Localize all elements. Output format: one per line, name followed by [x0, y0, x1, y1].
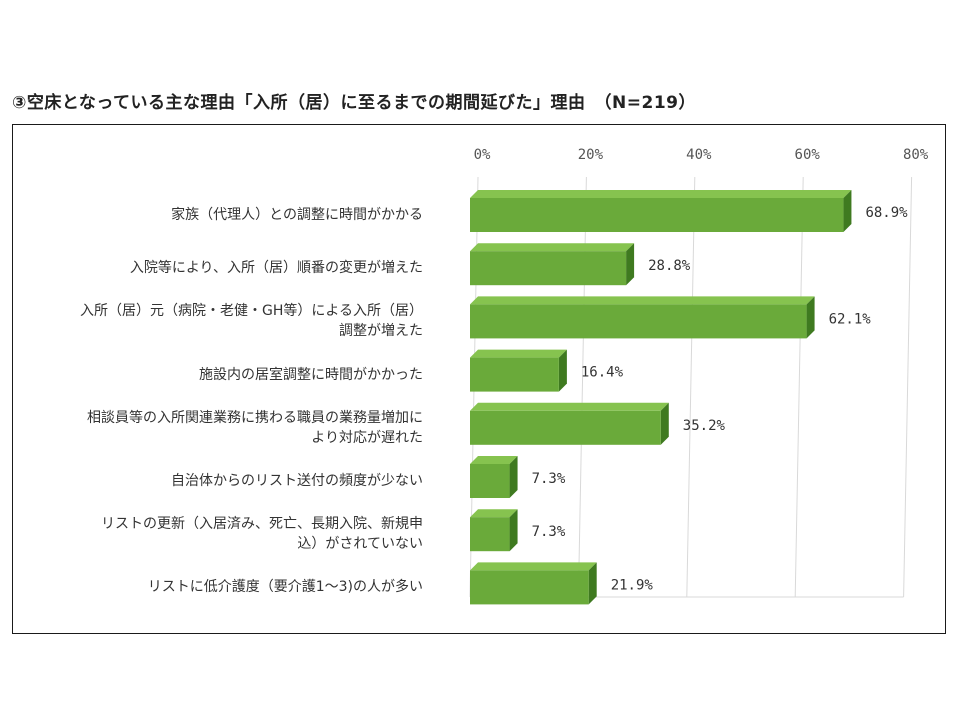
bar-side-face [660, 402, 669, 445]
bar-top-face [470, 509, 518, 518]
category-label: 入院等により、入所（居）順番の変更が増えた [3, 258, 423, 278]
category-label: 家族（代理人）との調整に時間がかかる [3, 205, 423, 225]
category-label-line: リストの更新（入居済み、死亡、長期入院、新規申 [101, 516, 423, 533]
data-label: 21.9% [611, 577, 654, 593]
bar [470, 251, 627, 286]
category-label-line: 施設内の居室調整に時間がかかった [199, 366, 423, 383]
category-label-line: 家族（代理人）との調整に時間がかかる [171, 207, 423, 223]
bar [470, 464, 510, 498]
gridline [686, 176, 696, 598]
category-label: リストの更新（入居済み、死亡、長期入院、新規申込）がされていない [3, 514, 423, 554]
data-label: 7.3% [532, 524, 566, 540]
category-label-line: 入所（居）元（病院・老健・GH等）による入所（居） [80, 303, 423, 320]
category-label: リストに低介護度（要介護1～3)の人が多い [3, 577, 423, 597]
category-label-line: より対応が遅れた [311, 429, 423, 446]
gridline [577, 176, 587, 598]
x-tick-label: 40% [686, 147, 712, 163]
bar [470, 410, 661, 445]
bar [470, 517, 510, 552]
data-label: 35.2% [683, 418, 726, 434]
category-label-line: 調整が増えた [339, 323, 423, 340]
gridline [903, 176, 913, 598]
data-label: 68.9% [865, 205, 908, 221]
x-tick-label: 60% [795, 147, 821, 163]
bar-top-face [470, 349, 567, 358]
bar-top-face [470, 296, 815, 305]
bar-top-face [470, 243, 635, 252]
bar [470, 304, 807, 339]
gridline [794, 176, 804, 598]
category-label-line: 相談員等の入所関連業務に携わる職員の業務量増加に [87, 409, 423, 426]
bar-side-face [806, 296, 815, 339]
bar [470, 198, 844, 232]
category-label-line: リストに低介護度（要介護1～3)の人が多い [147, 579, 423, 596]
category-label: 自治体からのリスト送付の頻度が少ない [3, 471, 423, 491]
bar-side-face [588, 562, 597, 605]
data-label: 7.3% [532, 471, 566, 487]
x-tick-label: 0% [474, 147, 491, 163]
x-tick-label: 80% [903, 147, 929, 163]
bar-side-face [558, 349, 567, 392]
bar-side-face [626, 243, 635, 286]
bar [470, 570, 589, 605]
bar-side-face [509, 509, 518, 552]
bar-chart: 0% 20% 40% 60% 80% 68.9% 28.8% 62.1% 16.4% 35.2% 7… [469, 147, 929, 605]
category-label: 入所（居）元（病院・老健・GH等）による入所（居） 調整が増えた [3, 301, 423, 341]
category-label-line: 入院等により、入所（居）順番の変更が増えた [129, 260, 423, 277]
category-label-line: 自治体からのリスト送付の頻度が少ない [171, 473, 423, 489]
x-tick-label: 20% [578, 147, 604, 163]
chart-frame: 0% 20% 40% 60% 80% 68.9% 28.8% 62.1% 16.4% 35.2% 7… [12, 124, 946, 634]
bar-top-face [470, 456, 518, 464]
data-label: 28.8% [648, 258, 691, 274]
category-label-line: 込）がされていない [297, 536, 423, 553]
page-title: ③空床となっている主な理由「入所（居）に至るまでの期間延びた」理由 （N=219… [12, 93, 696, 113]
bar-top-face [470, 562, 597, 571]
bar-top-face [470, 402, 669, 411]
category-label: 施設内の居室調整に時間がかかった [3, 365, 423, 385]
category-label: 相談員等の入所関連業務に携わる職員の業務量増加により対応が遅れた [3, 408, 423, 448]
bar-side-face [843, 190, 852, 232]
data-label: 16.4% [581, 365, 624, 381]
data-label: 62.1% [829, 311, 872, 327]
bar-side-face [509, 456, 518, 498]
bar-top-face [470, 190, 852, 198]
bar [470, 357, 559, 392]
